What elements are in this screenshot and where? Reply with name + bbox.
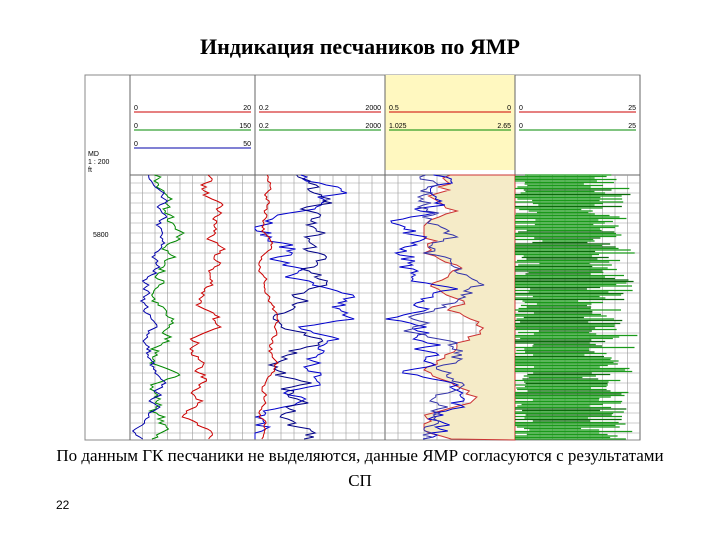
scale-left: 0.2: [259, 123, 269, 130]
scale-right: 2.65: [497, 123, 511, 130]
scale-right: 25: [628, 123, 636, 130]
sand-fill: [422, 174, 516, 441]
scale-right: 2000: [365, 105, 381, 112]
scale-left: 0: [519, 105, 523, 112]
log-curve: [131, 175, 169, 440]
depth-scale: 1 : 200: [88, 159, 110, 166]
scale-left: 0: [134, 105, 138, 112]
track-header-highlight: [385, 75, 515, 170]
depth-unit: ft: [88, 167, 92, 174]
scale-right: 20: [243, 105, 251, 112]
log-curve: [181, 174, 227, 440]
slide-title: Индикация песчаников по ЯМР: [200, 34, 520, 59]
slide-caption: По данным ГК песчаники не выделяются, да…: [56, 446, 664, 490]
scale-right: 150: [239, 123, 251, 130]
log-curve: [258, 174, 280, 440]
scale-left: 1.025: [389, 123, 407, 130]
scale-left: 0.2: [259, 105, 269, 112]
log-curve: [385, 174, 466, 440]
depth-mark: 5800: [93, 232, 109, 239]
log-curve: [148, 174, 185, 440]
scale-left: 0: [134, 123, 138, 130]
depth-header: MD: [88, 151, 99, 158]
log-curve: [267, 174, 333, 440]
scale-right: 25: [628, 105, 636, 112]
scale-left: 0: [519, 123, 523, 130]
scale-right: 50: [243, 141, 251, 148]
scale-left: 0.5: [389, 105, 399, 112]
scale-right: 0: [507, 105, 511, 112]
scale-left: 0: [134, 141, 138, 148]
log-curve: [403, 174, 485, 440]
page-number: 22: [56, 498, 70, 512]
scale-right: 2000: [365, 123, 381, 130]
